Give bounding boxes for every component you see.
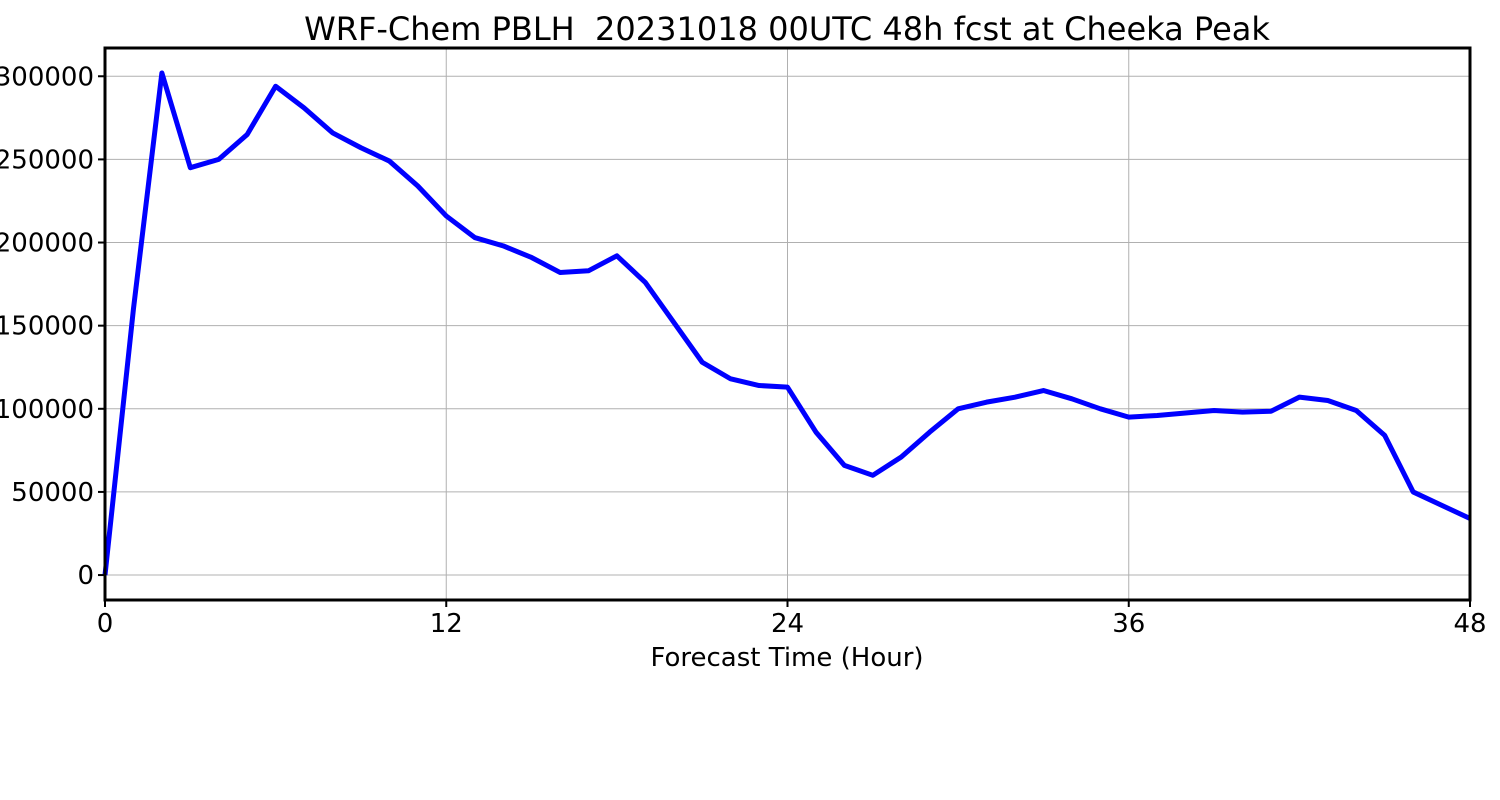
x-tick-label: 24 <box>771 609 804 639</box>
series-layer <box>102 70 1472 576</box>
y-tick-label: 250000 <box>0 145 94 175</box>
x-tick-label: 12 <box>430 609 463 639</box>
chart-title: WRF-Chem PBLH 20231018 00UTC 48h fcst at… <box>304 10 1270 48</box>
grid-lines <box>104 48 1471 600</box>
tick-layer: 0 12 24 36 48 0 50000 100000 150000 200000 250000 3… <box>0 62 1487 639</box>
x-axis-label: Forecast Time (Hour) <box>650 643 923 673</box>
y-tick-label: 300000 <box>0 62 94 92</box>
y-tick-label: 50000 <box>11 478 94 508</box>
x-tick-label: 36 <box>1112 609 1145 639</box>
y-tick-label: 150000 <box>0 312 94 342</box>
y-tick-label: 0 <box>77 561 94 591</box>
pblh-series-line <box>102 70 1472 576</box>
x-tick-label: 0 <box>97 609 114 639</box>
x-tick-label: 48 <box>1453 609 1486 639</box>
y-tick-label: 100000 <box>0 395 94 425</box>
y-tick-label: 200000 <box>0 229 94 259</box>
